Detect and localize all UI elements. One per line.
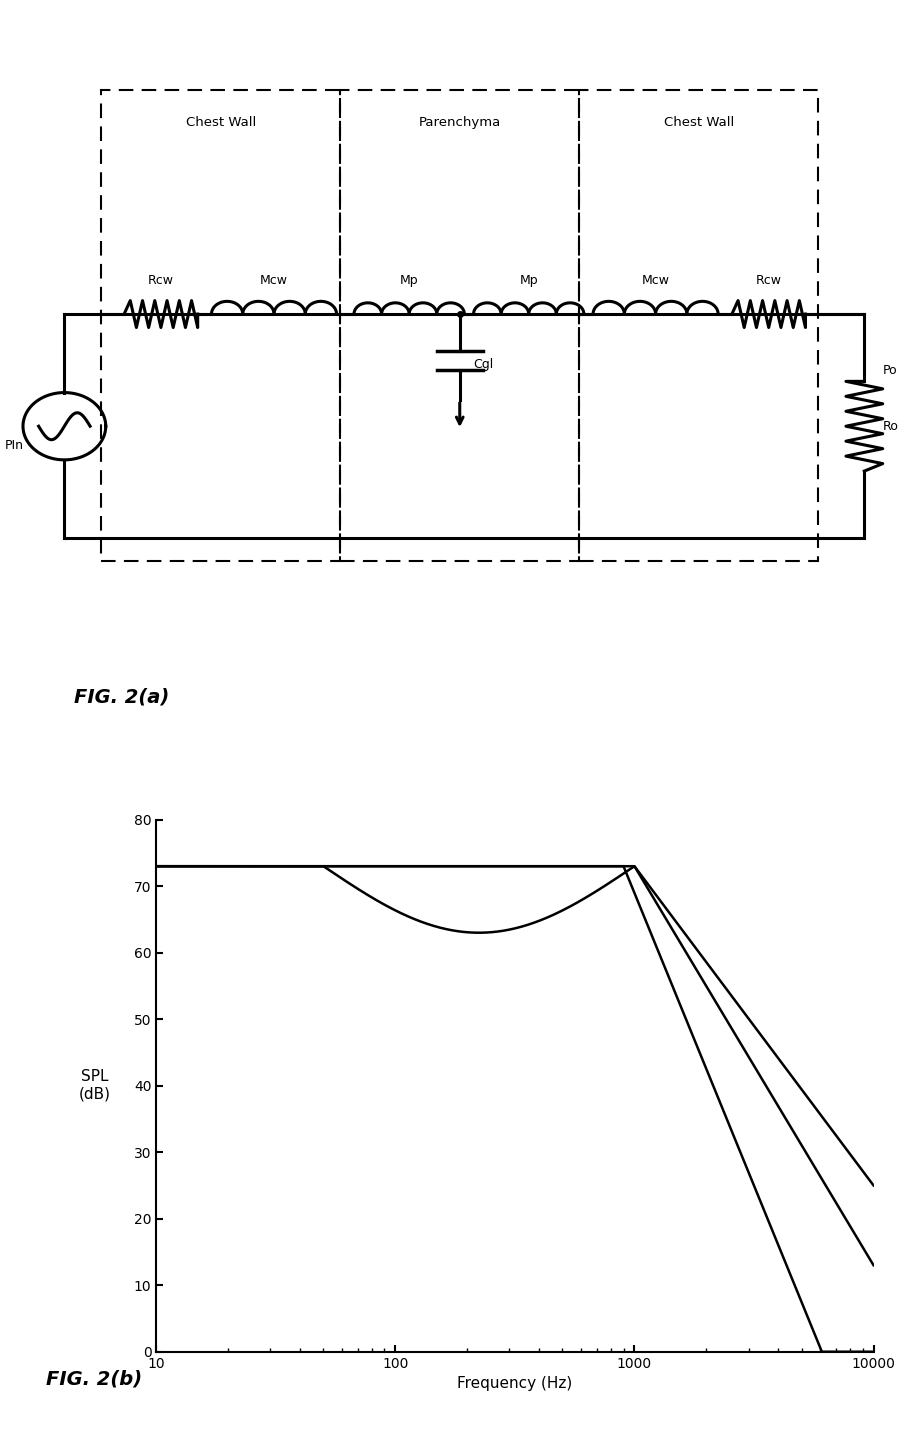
Text: Mp: Mp — [519, 275, 538, 288]
Text: Chest Wall: Chest Wall — [186, 116, 255, 129]
Text: PIn: PIn — [5, 439, 24, 452]
X-axis label: Frequency (Hz): Frequency (Hz) — [457, 1376, 573, 1391]
Text: Cgl: Cgl — [473, 358, 494, 371]
Text: Mp: Mp — [400, 275, 418, 288]
Text: Rcw: Rcw — [148, 275, 174, 288]
Bar — [101, 89, 340, 561]
Text: Parenchyma: Parenchyma — [418, 116, 501, 129]
Text: Po: Po — [882, 364, 897, 377]
Text: Ro: Ro — [882, 420, 898, 433]
Bar — [340, 89, 579, 561]
Text: Mcw: Mcw — [641, 275, 669, 288]
Y-axis label: SPL
(dB): SPL (dB) — [79, 1070, 111, 1102]
Text: Chest Wall: Chest Wall — [664, 116, 733, 129]
Text: FIG. 2(a): FIG. 2(a) — [74, 687, 169, 707]
Text: Mcw: Mcw — [260, 275, 288, 288]
Text: FIG. 2(b): FIG. 2(b) — [46, 1370, 142, 1389]
Text: Rcw: Rcw — [755, 275, 781, 288]
Bar — [579, 89, 818, 561]
